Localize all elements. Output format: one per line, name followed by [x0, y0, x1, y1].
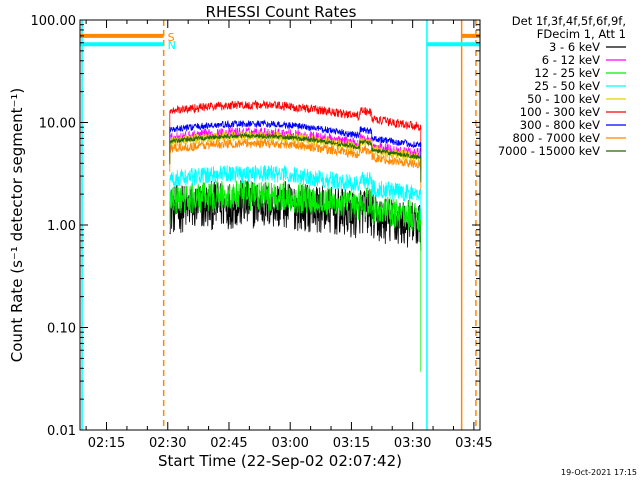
x-tick-label: 03:45 [455, 436, 492, 451]
y-tick-label: 100.00 [31, 14, 77, 29]
series-line-800-7000-kev [169, 138, 422, 190]
series-line-100-300-kev [169, 99, 422, 152]
series-line-7000-15000-kev [169, 132, 422, 183]
x-tick-label: 02:45 [210, 436, 247, 451]
y-tick-label: 0.10 [47, 322, 76, 337]
legend-label: 300 - 800 keV [520, 118, 600, 132]
legend-label: 25 - 50 keV [534, 79, 600, 93]
series-line-12-25-kev [169, 179, 422, 372]
state-flags: SN [80, 31, 480, 52]
legend-label: 50 - 100 keV [527, 92, 600, 106]
legend-label: 7000 - 15000 keV [498, 144, 600, 158]
legend-header-line-2: FDecim 1, Att 1 [537, 27, 626, 41]
series-line-50-100-kev [169, 130, 422, 183]
x-axis: 02:15 02:30 02:45 03:00 03:15 03:30 03:45 [85, 20, 493, 451]
plot-area: SN [79, 19, 481, 431]
y-tick-label: 1.00 [47, 219, 76, 234]
x-tick-label: 03:00 [271, 436, 308, 451]
legend: Det 1f,3f,4f,5f,6f,9f, FDecim 1, Att 1 3… [498, 14, 626, 158]
flag-label-s: S [168, 31, 175, 44]
generated-timestamp: 19-Oct-2021 17:15 [561, 468, 637, 477]
series-line-300-800-kev [169, 119, 422, 171]
x-tick-label: 02:30 [149, 436, 186, 451]
y-axis-label: Count Rate (s⁻¹ detector segment⁻¹) [8, 88, 26, 363]
x-axis-label: Start Time (22-Sep-02 02:07:42) [158, 452, 402, 470]
y-tick-label: 10.00 [39, 117, 76, 132]
legend-label: 12 - 25 keV [534, 66, 600, 80]
legend-label: 100 - 300 keV [520, 105, 600, 119]
legend-label: 6 - 12 keV [542, 53, 600, 67]
x-tick-label: 02:15 [88, 436, 125, 451]
legend-label: 800 - 7000 keV [512, 131, 600, 145]
chart-title: RHESSI Count Rates [206, 3, 357, 21]
series-line-25-50-kev [169, 164, 422, 220]
series-lines [169, 99, 422, 372]
x-tick-label: 03:15 [333, 436, 370, 451]
flag-label-n: N [168, 39, 176, 52]
y-axis: 0.01 0.10 1.00 10.00 100.00 [31, 14, 480, 439]
legend-header-line-1: Det 1f,3f,4f,5f,6f,9f, [512, 14, 626, 28]
legend-label: 3 - 6 keV [549, 40, 600, 54]
x-tick-label: 03:30 [394, 436, 431, 451]
y-tick-label: 0.01 [47, 424, 76, 439]
